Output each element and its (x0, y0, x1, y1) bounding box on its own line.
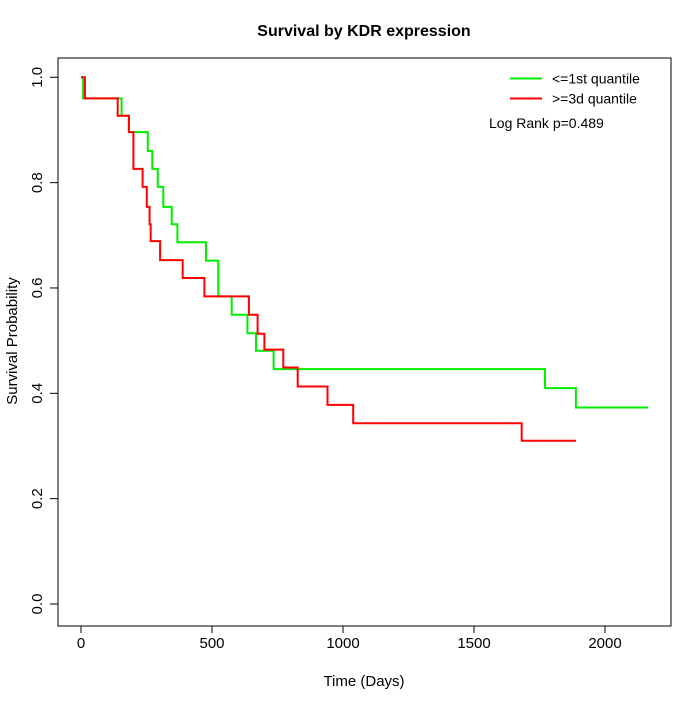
plot-area-border (57, 57, 672, 627)
survival-curves (81, 76, 649, 442)
x-tick-label: 1500 (457, 635, 490, 652)
logrank-pvalue-note: Log Rank p=0.489 (489, 115, 604, 131)
x-tick-label: 500 (199, 635, 224, 652)
x-axis-ticks: 0 500 1000 1500 2000 (77, 626, 622, 652)
y-axis-label: Survival Probability (4, 277, 21, 405)
y-tick-label: 1.0 (29, 67, 46, 88)
y-tick-label: 0.8 (29, 172, 46, 193)
x-axis-label: Time (Days) (323, 673, 404, 690)
survival-curve-red (81, 76, 576, 442)
x-tick-label: 0 (77, 635, 85, 652)
y-tick-label: 0.6 (29, 278, 46, 299)
y-tick-label: 0.2 (29, 488, 46, 509)
chart-title: Survival by KDR expression (257, 23, 470, 40)
y-tick-label: 0.0 (29, 594, 46, 615)
x-tick-label: 1000 (326, 635, 359, 652)
y-tick-label: 0.4 (29, 383, 46, 404)
legend-label-green: <=1st quantile (552, 71, 640, 87)
x-tick-label: 2000 (588, 635, 621, 652)
legend: <=1st quantile >=3d quantile Log Rank p=… (489, 71, 640, 132)
y-axis-ticks: 0.0 0.2 0.4 0.6 0.8 1.0 (29, 67, 58, 615)
legend-label-red: >=3d quantile (552, 91, 637, 107)
